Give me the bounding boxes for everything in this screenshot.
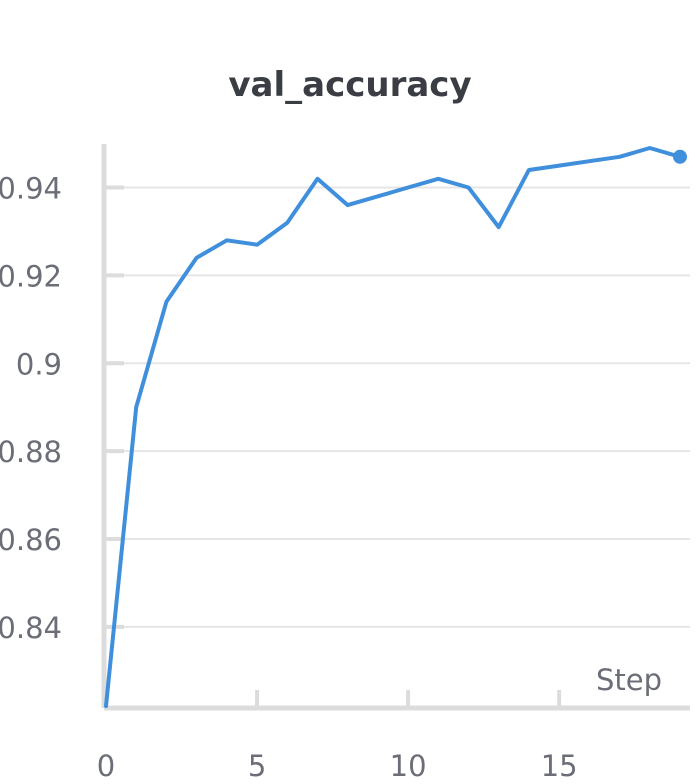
grid-layer — [104, 186, 690, 628]
x-tick-label: 0 — [97, 749, 115, 783]
y-tick-label: 0.9 — [16, 347, 62, 381]
x-tick-label: 15 — [541, 749, 578, 783]
chart-title: val_accuracy — [228, 65, 471, 105]
x-tick-label: 5 — [248, 749, 266, 783]
x-tick-label: 10 — [390, 749, 427, 783]
y-tick-label: 0.92 — [0, 259, 62, 293]
tick-label-layer: 0.84 0.86 0.88 0.9 0.92 0.94 0 5 10 15 — [0, 172, 578, 783]
series-line — [104, 146, 682, 708]
series-layer — [104, 146, 687, 708]
axis-layer — [101, 144, 690, 711]
y-tick-label: 0.88 — [0, 435, 62, 469]
series-end-point — [673, 149, 687, 164]
x-axis-title: Step — [596, 663, 662, 697]
y-tick-label: 0.84 — [0, 611, 62, 645]
y-tick-label: 0.86 — [0, 523, 62, 557]
y-tick-label: 0.94 — [0, 172, 62, 206]
